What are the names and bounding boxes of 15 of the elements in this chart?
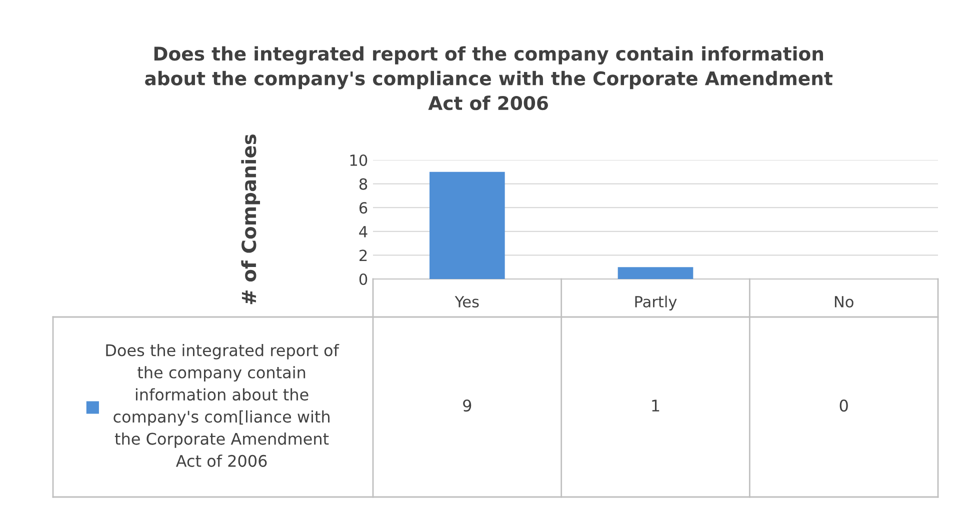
data-label: 1 — [652, 400, 660, 412]
y-tick-label: 2 — [360, 250, 367, 262]
y-axis-title: # of Companies — [241, 134, 260, 304]
x-tick-label: Yes — [454, 296, 479, 308]
y-tick-label: 4 — [359, 226, 368, 238]
y-tick-label: 8 — [359, 178, 368, 190]
y-tick-label: 10 — [350, 154, 368, 166]
legend-label: Does the integrated report of the company contain information about the company's com[liance with the Corporate Amendment Act of 2006 — [106, 344, 340, 467]
y-tick-label: 0 — [359, 273, 368, 286]
data-label: 0 — [840, 400, 848, 412]
y-tick-label: 6 — [359, 202, 368, 214]
x-tick-label: Partly — [635, 296, 677, 310]
data-label: 9 — [463, 400, 472, 412]
x-tick-label: No — [834, 296, 854, 308]
chart-title: Does the integrated report of the company contain information about the company's compliance with the Corporate Amendment Act of 2006 — [145, 46, 832, 110]
